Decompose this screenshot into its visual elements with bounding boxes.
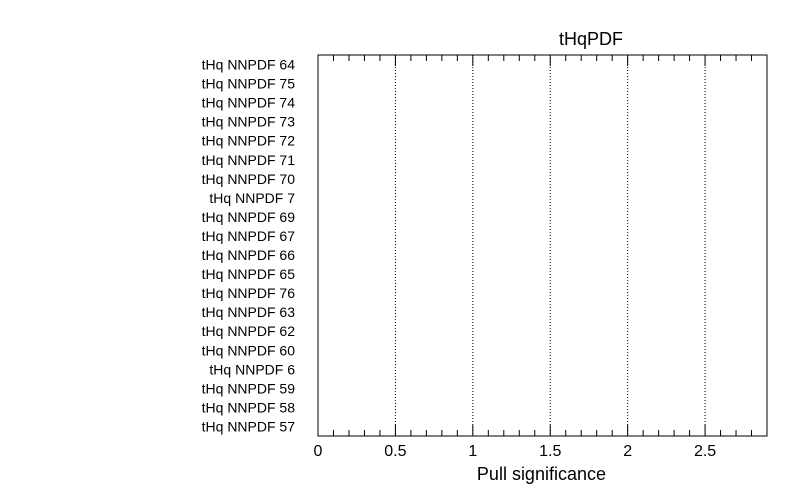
category-label-5: tHq NNPDF 71 — [202, 152, 296, 168]
x-tick-label-2: 1 — [468, 443, 477, 460]
category-label-9: tHq NNPDF 67 — [202, 228, 296, 244]
x-tick-label-0: 0 — [314, 443, 323, 460]
grid-lines — [394, 55, 706, 436]
category-label-14: tHq NNPDF 62 — [202, 323, 296, 339]
plot-frame — [317, 54, 768, 437]
chart-title: tHqPDF — [559, 29, 623, 49]
category-label-4: tHq NNPDF 72 — [202, 133, 296, 149]
x-tick-label-5: 2.5 — [694, 443, 716, 460]
axis-ticks — [317, 55, 768, 436]
x-tick-label-3: 1.5 — [539, 443, 561, 460]
category-label-18: tHq NNPDF 58 — [202, 399, 296, 415]
category-label-2: tHq NNPDF 74 — [202, 95, 296, 111]
category-label-13: tHq NNPDF 63 — [202, 304, 296, 320]
category-label-19: tHq NNPDF 57 — [202, 418, 296, 434]
category-label-6: tHq NNPDF 70 — [202, 171, 296, 187]
category-label-7: tHq NNPDF 7 — [209, 190, 295, 206]
x-tick-labels: 0 0.5 1 1.5 2 2.5 — [314, 443, 717, 460]
x-tick-label-1: 0.5 — [384, 443, 406, 460]
category-label-0: tHq NNPDF 64 — [202, 57, 296, 73]
category-label-3: tHq NNPDF 73 — [202, 114, 296, 130]
category-label-15: tHq NNPDF 60 — [202, 342, 296, 358]
y-category-labels: tHq NNPDF 64 tHq NNPDF 75 tHq NNPDF 74 tHq … — [202, 57, 296, 435]
category-label-17: tHq NNPDF 59 — [202, 380, 296, 396]
category-label-8: tHq NNPDF 69 — [202, 209, 296, 225]
category-label-10: tHq NNPDF 66 — [202, 247, 296, 263]
x-axis-title: Pull significance — [477, 464, 606, 484]
category-label-1: tHq NNPDF 75 — [202, 76, 296, 92]
category-label-11: tHq NNPDF 65 — [202, 266, 296, 282]
category-label-16: tHq NNPDF 6 — [209, 361, 295, 377]
x-tick-label-4: 2 — [623, 443, 632, 460]
category-label-12: tHq NNPDF 76 — [202, 285, 296, 301]
